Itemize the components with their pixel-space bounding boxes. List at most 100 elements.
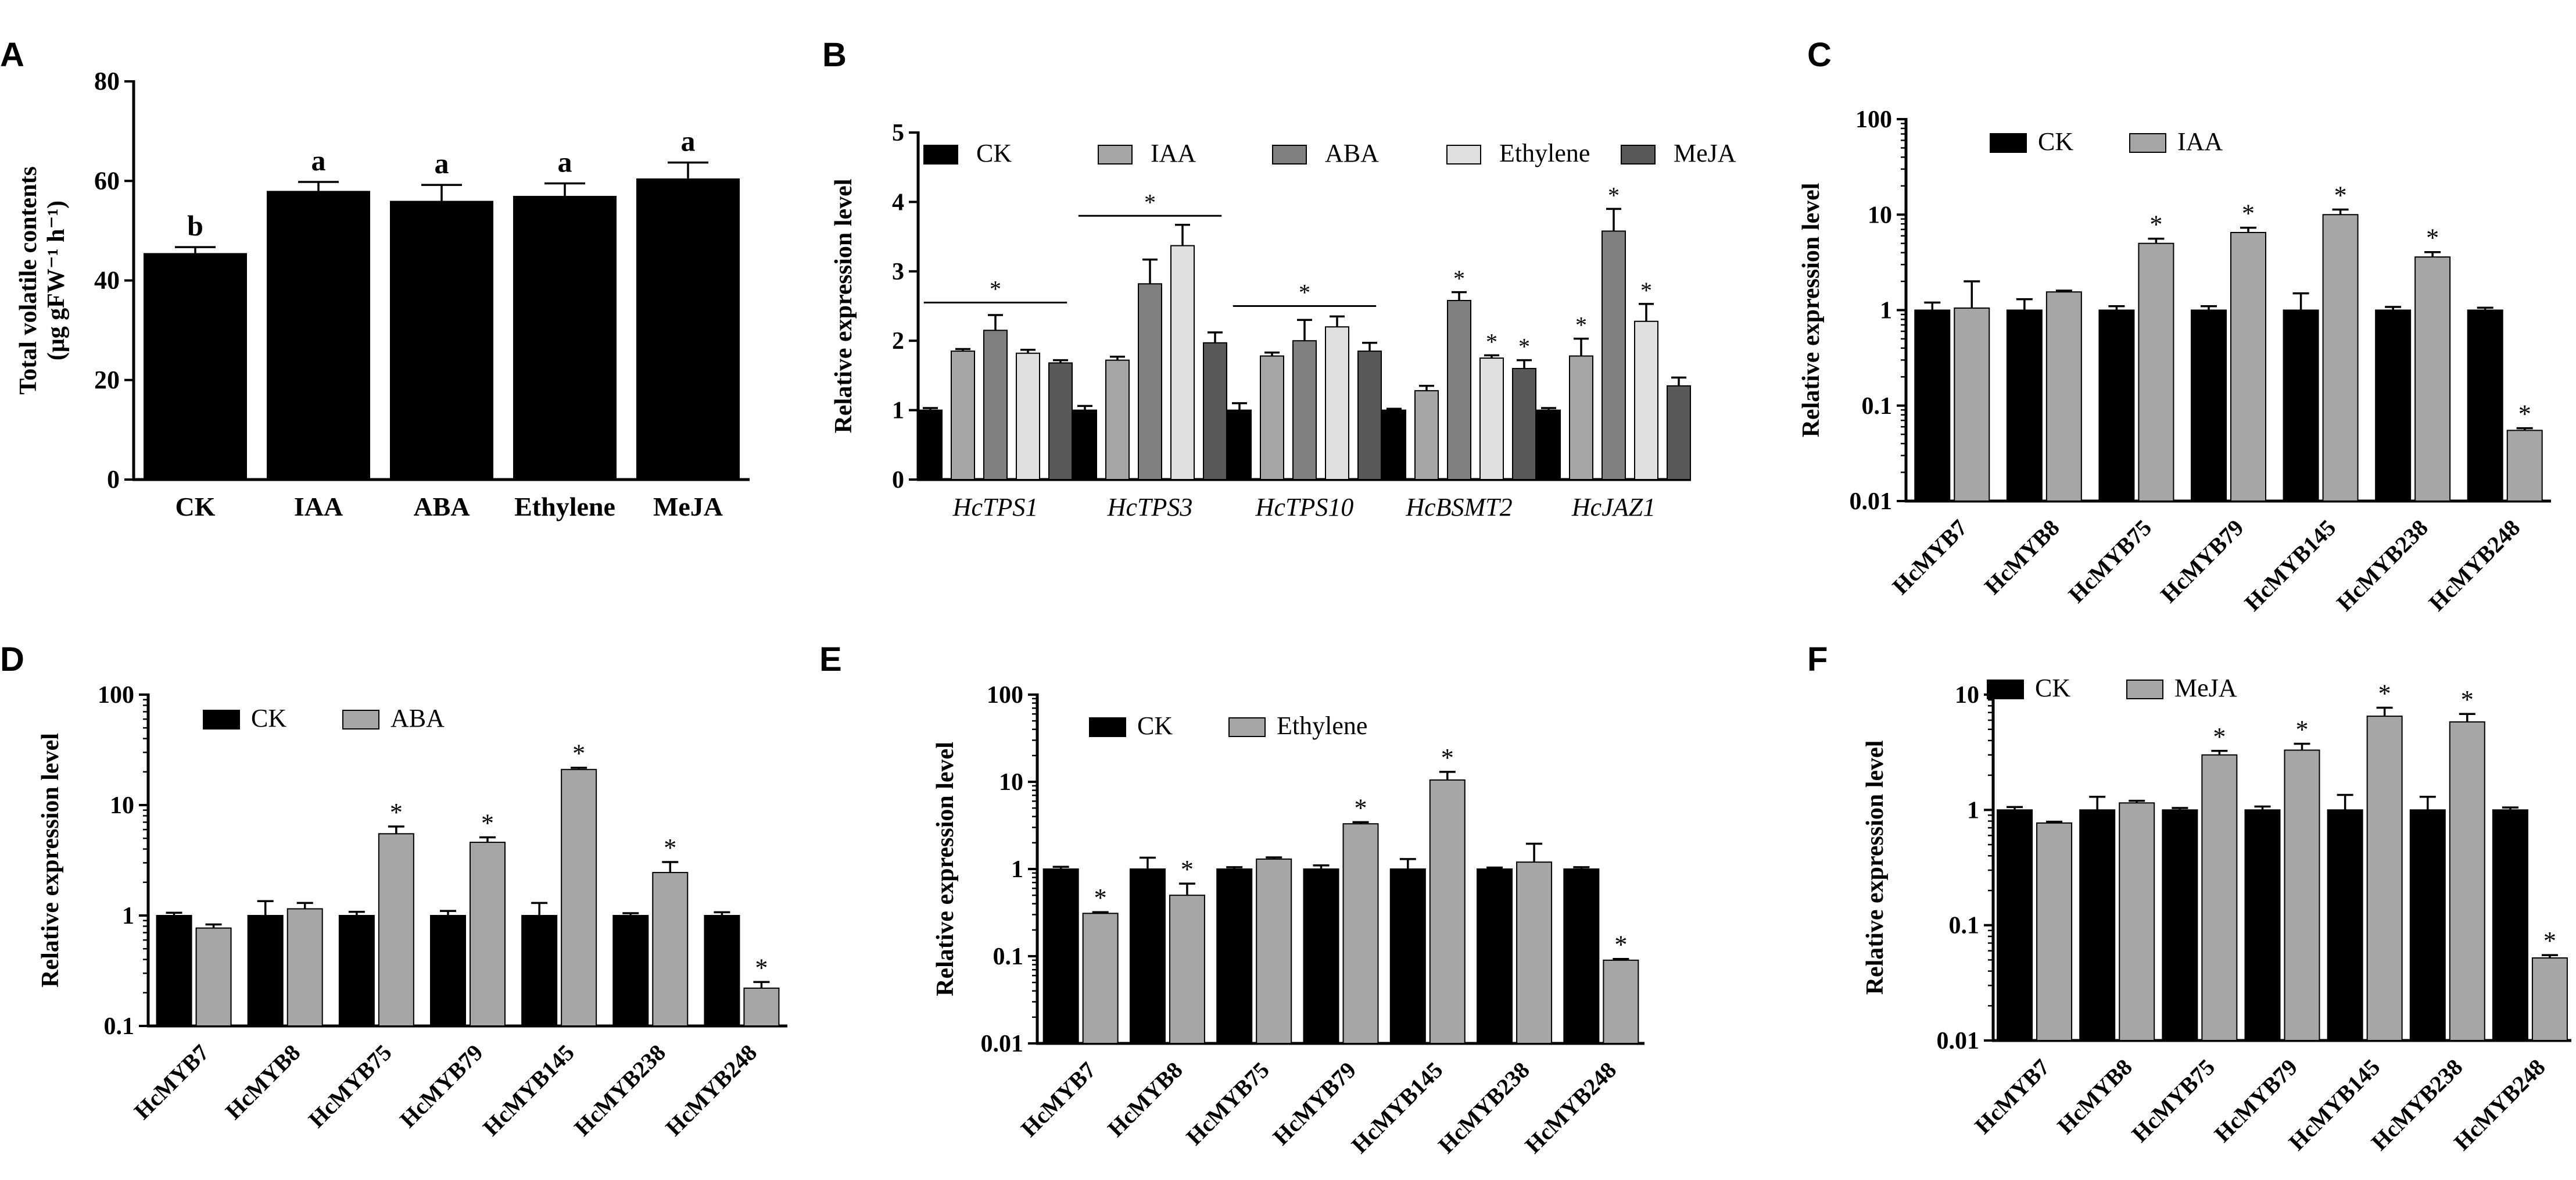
- y-tick-label: 1: [1880, 298, 1892, 324]
- bar-hcjaz1-meja: [1667, 385, 1691, 480]
- bar-hctps10-ck: [1227, 409, 1252, 480]
- x-category-label: ABA: [413, 492, 470, 521]
- legend-label-ck: CK: [2038, 127, 2073, 156]
- bar-hcmyb79-ck: [2244, 809, 2281, 1042]
- y-tick-label: 60: [94, 166, 120, 195]
- significance-star: *: [1608, 182, 1620, 208]
- bar-hctps10-iaa: [1260, 355, 1284, 481]
- bar-hcmyb145-ck: [521, 915, 558, 1027]
- bar-hcmyb79-iaa: [2230, 231, 2266, 502]
- bar-hcmyb8-aba: [286, 908, 323, 1027]
- bar-hcmyb79-meja: [2284, 749, 2320, 1042]
- bar-hcbsmt2-ck: [1382, 409, 1406, 480]
- x-category-label: HcMYB248: [660, 1039, 762, 1141]
- x-category-label: IAA: [294, 492, 343, 521]
- x-category-label: HcMYB79: [395, 1039, 488, 1133]
- bar-hcmyb8-ck: [2006, 309, 2043, 502]
- legend-label-ck: CK: [976, 139, 1012, 167]
- bar-hcmyb75-ethylene: [1256, 858, 1292, 1044]
- y-tick-label: 2: [892, 328, 904, 355]
- bar-hcmyb8-ck: [1129, 868, 1166, 1044]
- y-axis-label: Relative expression level: [37, 733, 64, 988]
- bar-hcmyb238-ck: [2375, 309, 2412, 502]
- legend-swatch-ck: [1990, 133, 2027, 153]
- y-tick-label: 3: [892, 259, 904, 285]
- bar-hcmyb75-ck: [1216, 868, 1253, 1044]
- x-category-label: CK: [175, 492, 216, 521]
- y-axis-label: Relative expression level: [1862, 741, 1889, 995]
- significance-star: *: [390, 798, 403, 827]
- bar-hcmyb248-aba: [743, 987, 780, 1027]
- y-tick-label: 5: [892, 120, 904, 146]
- y-tick-label: 80: [94, 67, 120, 95]
- bar-hcmyb7-ck: [156, 915, 192, 1027]
- significance-star: *: [1575, 312, 1587, 338]
- y-tick-label: 0.1: [1862, 393, 1893, 420]
- bar-hcmyb7-iaa: [1954, 307, 1990, 502]
- y-tick-label: 100: [98, 682, 134, 709]
- bar-hcmyb79-ck: [2191, 309, 2227, 502]
- legend-swatch-iaa: [1098, 145, 1133, 165]
- x-category-label: HcMYB238: [2331, 514, 2433, 616]
- bar-hctps1-iaa: [951, 351, 975, 480]
- legend-label-meja: MeJA: [1674, 139, 1736, 167]
- bar-hcjaz1-iaa: [1569, 355, 1593, 481]
- legend: CK IAA ABA Ethylene MeJA: [923, 139, 1736, 167]
- bar-hcmyb8-ethylene: [1169, 895, 1205, 1045]
- panel-label: A: [0, 36, 24, 74]
- significance-star: *: [2378, 680, 2391, 708]
- x-category-label: HcMYB79: [2155, 514, 2249, 608]
- significance-star: *: [1518, 334, 1530, 360]
- x-category-label: HcMYB7: [1887, 514, 1973, 600]
- legend-label-ck: CK: [1137, 711, 1173, 740]
- legend-label-ethylene: Ethylene: [1277, 711, 1367, 740]
- bar-hctps1-meja: [1048, 362, 1073, 481]
- significance-star: *: [2149, 210, 2162, 239]
- significance-letter: a: [681, 125, 696, 158]
- y-axis-label: Relative expression level: [830, 179, 857, 434]
- bar-hcmyb145-ethylene: [1429, 779, 1466, 1045]
- y-tick-label: 1: [122, 903, 134, 929]
- y-tick-label: 100: [987, 682, 1023, 709]
- significance-star: *: [1181, 855, 1194, 884]
- legend-swatch-ck: [923, 145, 958, 165]
- x-category-label: HcMYB75: [1181, 1057, 1274, 1150]
- bar-hctps10-ethylene: [1325, 326, 1349, 480]
- panel-a-total-volatiles-chart: A 0 20 40 60 80 Total volatile contents (μg gFW…: [0, 36, 750, 521]
- legend-swatch-iaa: [2129, 133, 2166, 153]
- x-category-label: HcMYB7: [1016, 1057, 1101, 1142]
- group-significance-star: *: [1299, 280, 1310, 306]
- bar-hcmyb79-ck: [430, 915, 466, 1027]
- legend-label-ethylene: Ethylene: [1499, 139, 1590, 167]
- bar-hcmyb79-ethylene: [1342, 823, 1379, 1044]
- bar-hcmyb248-ck: [704, 915, 740, 1027]
- x-category-label: HcMYB248: [1520, 1057, 1621, 1158]
- bar-hcmyb145-ck: [1389, 868, 1426, 1044]
- bar-hcmyb145-iaa: [2322, 214, 2359, 502]
- bar-hcmyb8-meja: [2119, 802, 2155, 1041]
- y-tick-label: 1: [892, 398, 904, 424]
- y-tick-label: 0.1: [1949, 913, 1980, 939]
- legend: CK IAA: [1990, 127, 2223, 156]
- x-category-label: HcTPS10: [1255, 493, 1354, 521]
- panel-e-ethylene-myb-chart: E 0.01 0.1 1 10 100 Relative expression level C…: [819, 641, 1645, 1158]
- x-category-label: HcMYB7: [129, 1039, 214, 1125]
- bar-hctps1-ethylene: [1016, 352, 1040, 481]
- y-axis-unit-label: (μg gFW⁻¹ h⁻¹): [43, 201, 70, 360]
- y-tick-label: 10: [999, 769, 1023, 796]
- y-tick-label: 1: [1011, 856, 1023, 883]
- bar-hcmyb238-ck: [2409, 809, 2446, 1042]
- significance-star: *: [1441, 743, 1454, 772]
- significance-star: *: [2334, 181, 2347, 210]
- significance-star: *: [2242, 199, 2255, 228]
- significance-star: *: [2543, 927, 2556, 955]
- bar-hcjaz1-aba: [1602, 230, 1626, 480]
- x-category-label: HcMYB75: [2063, 514, 2157, 608]
- bar-hcmyb238-aba: [652, 872, 689, 1027]
- legend-swatch-ethylene: [1228, 717, 1266, 737]
- significance-star: *: [2461, 685, 2474, 714]
- x-category-label: HcMYB145: [2240, 514, 2341, 616]
- bar-iaa: [267, 191, 370, 480]
- x-category-label: HcMYB75: [2126, 1054, 2220, 1147]
